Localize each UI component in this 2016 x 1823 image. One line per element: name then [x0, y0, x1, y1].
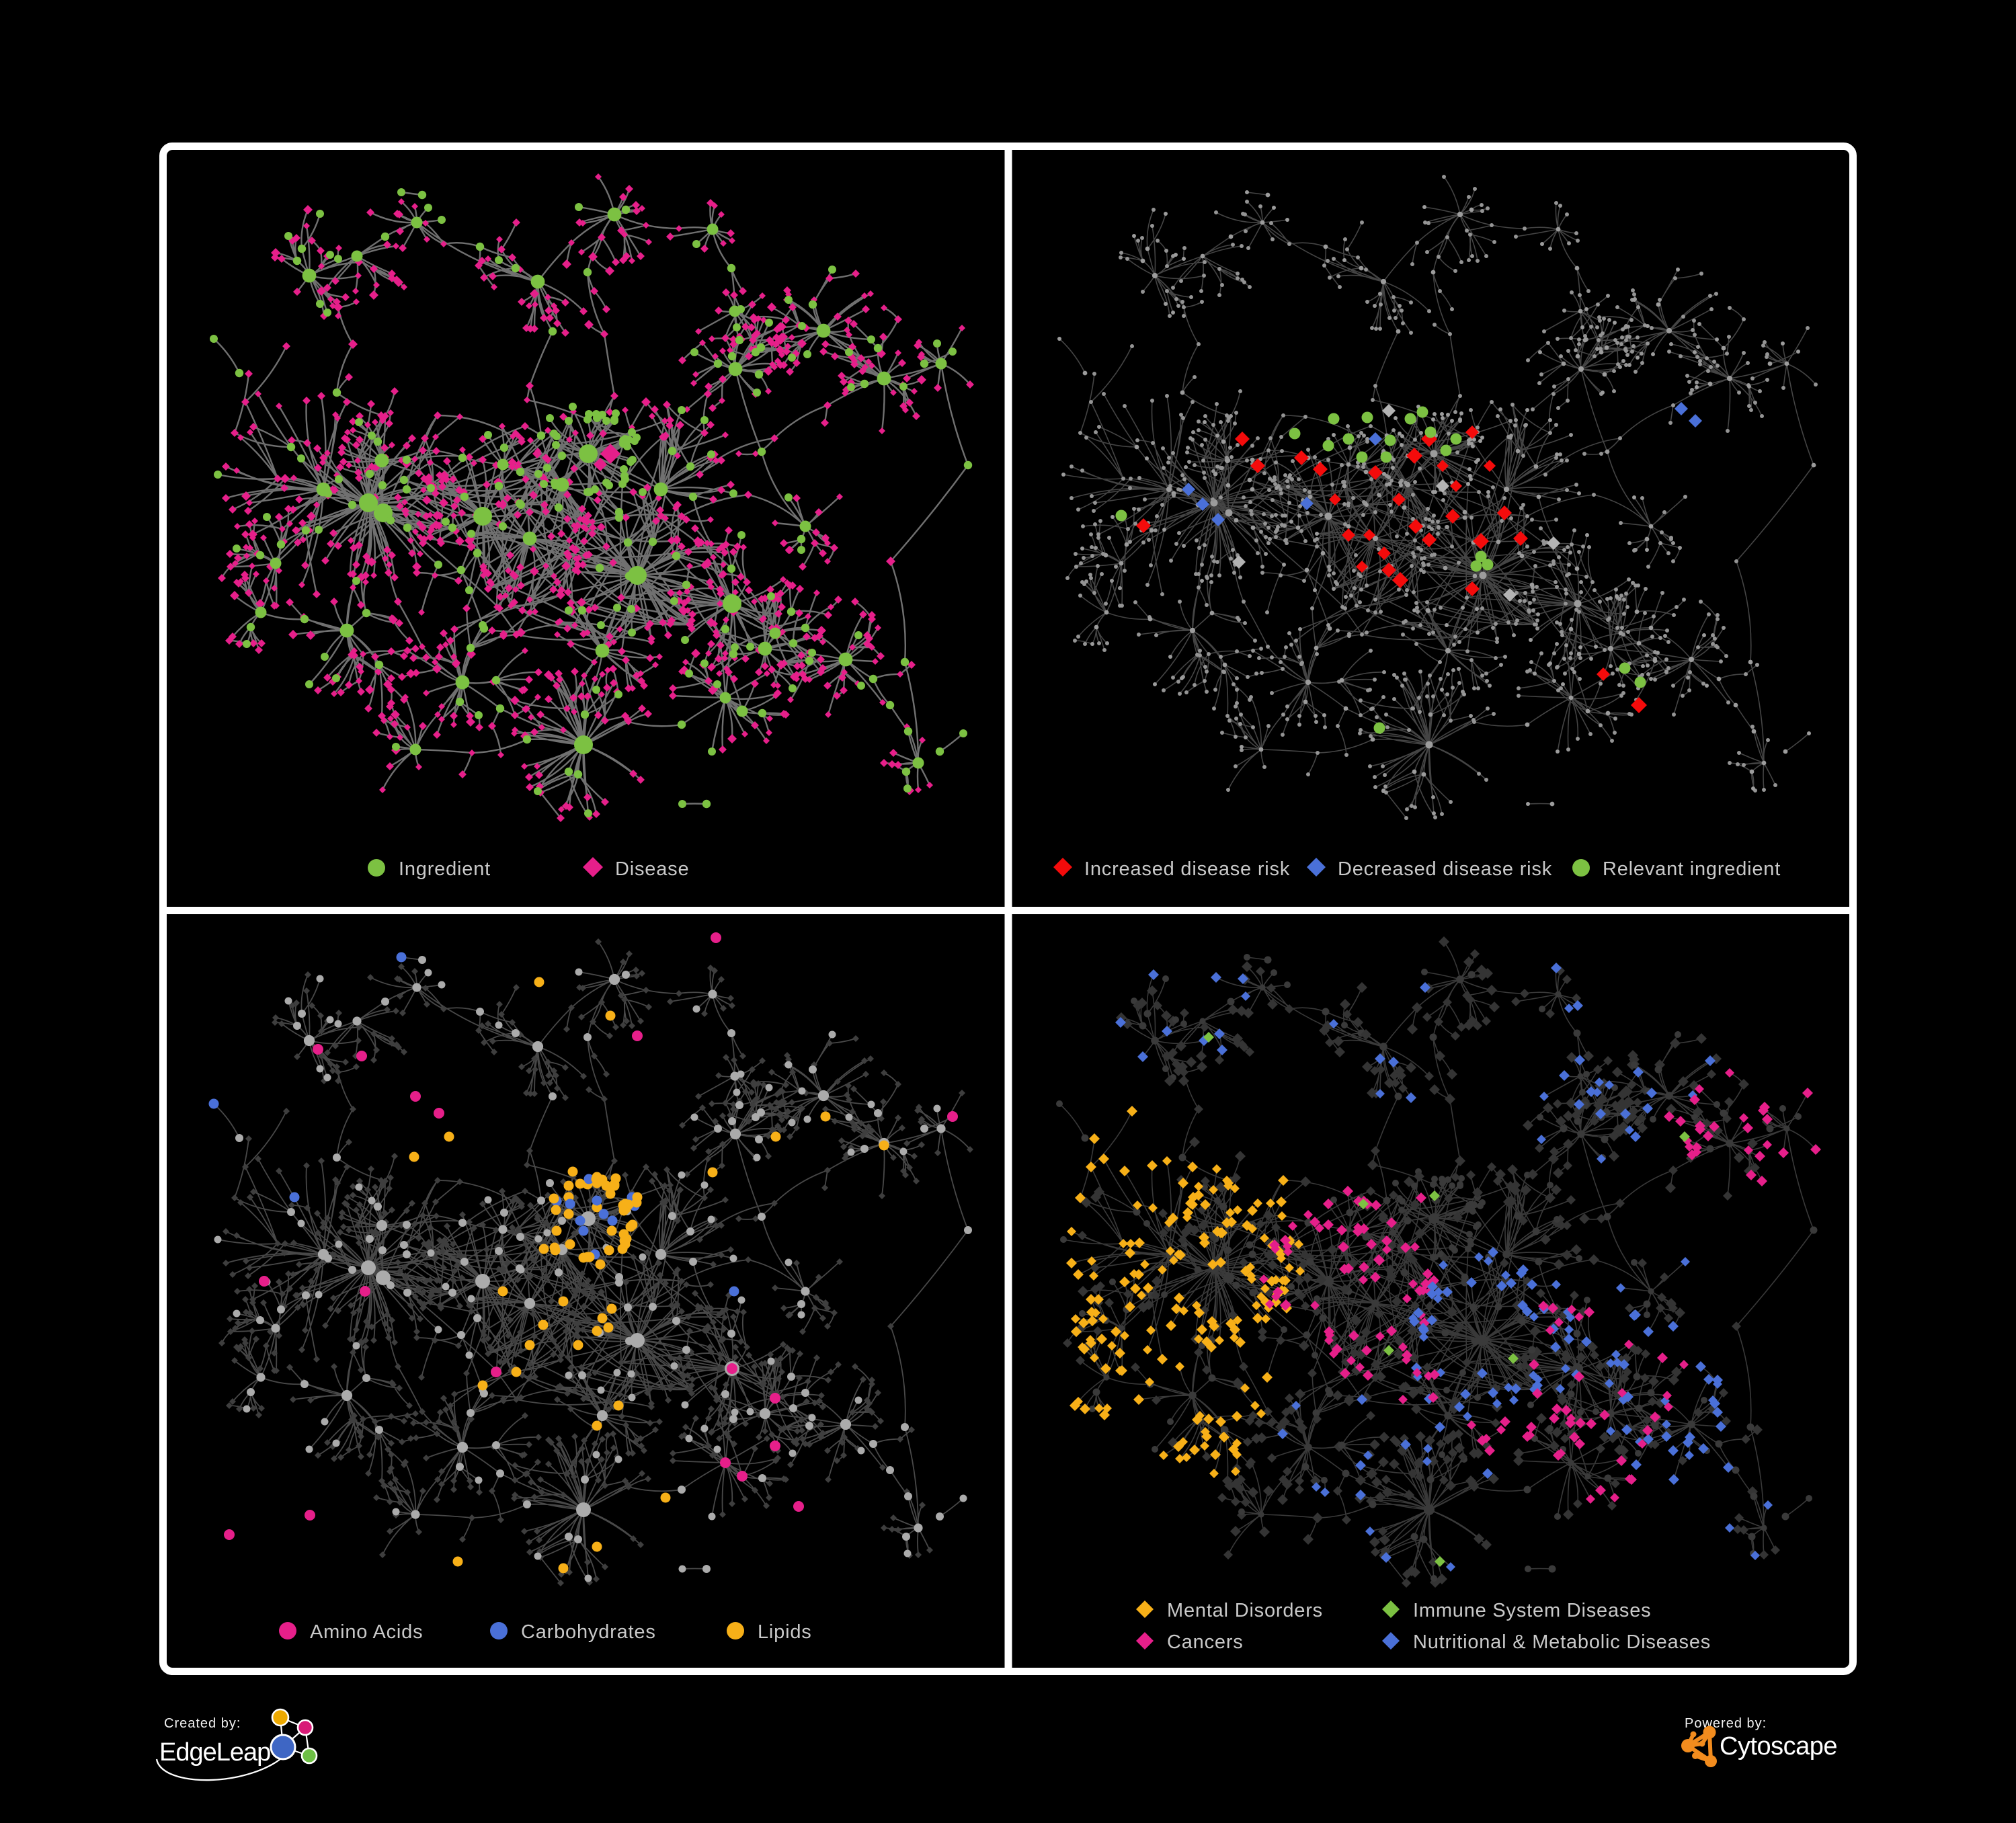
svg-text:Immune System Diseases: Immune System Diseases — [1413, 1600, 1651, 1621]
svg-text:Nutritional & Metabolic Diseas: Nutritional & Metabolic Diseases — [1413, 1631, 1711, 1653]
svg-text:Amino Acids: Amino Acids — [310, 1621, 423, 1643]
svg-text:Decreased disease risk: Decreased disease risk — [1338, 858, 1552, 880]
svg-text:Created by:: Created by: — [164, 1716, 241, 1731]
svg-text:Lipids: Lipids — [758, 1621, 812, 1643]
svg-text:Mental Disorders: Mental Disorders — [1167, 1600, 1323, 1621]
svg-text:Cytoscape: Cytoscape — [1720, 1732, 1837, 1760]
svg-text:Ingredient: Ingredient — [399, 858, 491, 880]
svg-text:Powered by:: Powered by: — [1685, 1716, 1767, 1731]
svg-text:Increased disease risk: Increased disease risk — [1084, 858, 1290, 880]
svg-text:EdgeLeap: EdgeLeap — [159, 1738, 270, 1767]
svg-text:Cancers: Cancers — [1167, 1631, 1244, 1653]
svg-text:Disease: Disease — [615, 858, 689, 880]
svg-text:Relevant ingredient: Relevant ingredient — [1603, 858, 1781, 880]
svg-text:Carbohydrates: Carbohydrates — [521, 1621, 656, 1643]
